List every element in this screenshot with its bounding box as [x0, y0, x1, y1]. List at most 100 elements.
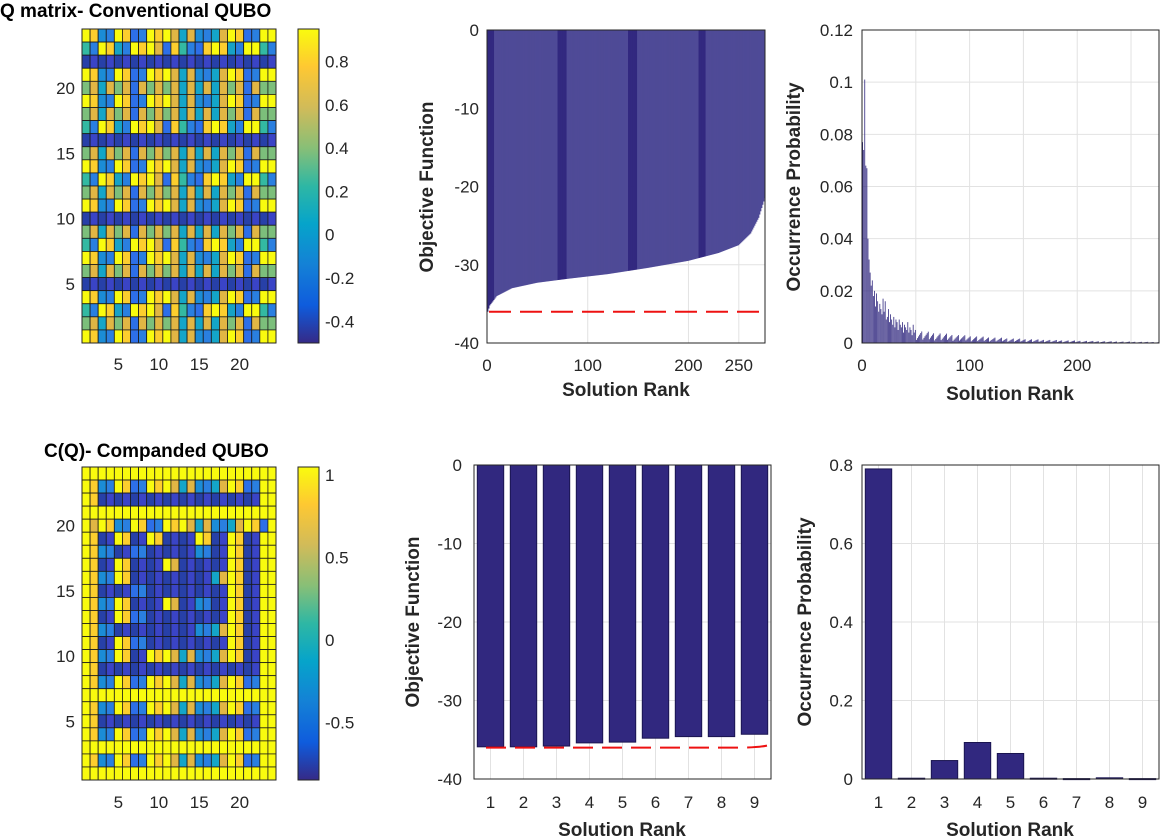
objective-bar	[608, 30, 611, 274]
heatmap-cell	[202, 94, 212, 108]
heatmap-cell	[97, 688, 107, 703]
objective-bar	[521, 30, 523, 287]
objective-bar	[658, 30, 660, 266]
heatmap-cell	[243, 316, 253, 331]
heatmap-cell	[130, 172, 139, 187]
heatmap-cell	[97, 544, 107, 559]
heatmap-cell	[89, 531, 99, 546]
heatmap-cell	[162, 570, 172, 585]
probability-bar	[1092, 340, 1094, 343]
objective-bar	[560, 30, 562, 280]
heatmap-cell	[138, 211, 148, 226]
heatmap-cell	[81, 570, 91, 585]
heatmap-cell	[122, 583, 131, 598]
objective-bar	[550, 30, 552, 281]
probability-bar	[1034, 340, 1036, 343]
probability-bar	[1063, 341, 1065, 343]
heatmap-cell	[259, 54, 269, 69]
probability-bar	[1103, 341, 1105, 343]
heatmap-cell	[170, 610, 180, 624]
objective-bar	[619, 30, 622, 273]
heatmap-cell	[130, 714, 139, 729]
heatmap-cell	[146, 557, 156, 572]
probability-bar	[1064, 341, 1066, 343]
probability-bar	[892, 324, 894, 343]
heatmap-cell	[251, 107, 261, 121]
probability-bar	[881, 314, 883, 343]
objective-bar	[676, 30, 678, 263]
heatmap-cell	[138, 701, 148, 716]
heatmap-cell	[162, 675, 172, 690]
probability-bar	[1140, 341, 1142, 343]
heatmap-cell	[130, 159, 139, 174]
heatmap-cell	[138, 329, 148, 344]
objective-companded-xtick: 2	[519, 793, 528, 812]
heatmap-cell	[235, 610, 245, 624]
heatmap-cell	[89, 753, 99, 768]
heatmap-cell	[178, 67, 188, 82]
heatmap-cell	[113, 753, 123, 768]
probability-bar	[920, 333, 922, 343]
heatmap-cell	[162, 224, 172, 239]
probability-bar	[925, 334, 927, 343]
heatmap-cell	[267, 649, 277, 664]
heatmap-cell	[227, 740, 236, 755]
heatmap-conventional-ytick: 5	[66, 275, 75, 294]
heatmap-cell	[113, 80, 123, 95]
heatmap-cell	[81, 146, 91, 161]
heatmap-cell	[178, 479, 188, 494]
heatmap-cell	[267, 198, 277, 213]
heatmap-cell	[210, 120, 220, 135]
heatmap-cell	[138, 133, 148, 148]
heatmap-cell	[122, 649, 131, 664]
heatmap-cell	[251, 531, 261, 546]
heatmap-cell	[130, 329, 139, 344]
objective-bar	[568, 30, 570, 279]
probability-bar	[969, 336, 971, 343]
heatmap-cell	[170, 688, 180, 703]
heatmap-cell	[162, 290, 172, 305]
heatmap-cell	[227, 557, 236, 572]
heatmap-cell	[227, 80, 236, 95]
heatmap-cell	[81, 623, 91, 637]
probability-bar	[933, 333, 935, 343]
heatmap-cell	[202, 237, 212, 252]
probability-bar	[875, 306, 876, 343]
probability-bar	[1115, 341, 1116, 343]
heatmap-cell	[243, 570, 253, 585]
heatmap-cell	[113, 583, 123, 598]
heatmap-cell	[170, 544, 180, 559]
heatmap-cell	[227, 518, 236, 533]
objective-bar	[494, 30, 496, 299]
heatmap-cell	[202, 753, 212, 768]
heatmap-cell	[97, 466, 107, 481]
heatmap-cell	[210, 251, 220, 265]
probability-bar	[1046, 341, 1048, 343]
heatmap-cell	[81, 583, 91, 598]
heatmap-cell	[154, 531, 164, 546]
probability-bar	[1147, 341, 1149, 343]
heatmap-cell	[202, 316, 212, 331]
heatmap-cell	[227, 303, 236, 318]
probability-bar	[897, 329, 899, 343]
objective-bar	[668, 30, 670, 265]
objective-bar	[586, 30, 589, 277]
heatmap-cell	[186, 753, 196, 768]
objective-bar	[582, 30, 585, 277]
heatmap-cell	[210, 649, 220, 664]
heatmap-cell	[267, 466, 277, 481]
heatmap-cell	[105, 67, 115, 82]
heatmap-cell	[146, 636, 156, 650]
heatmap-cell	[130, 766, 139, 781]
heatmap-cell	[186, 290, 196, 305]
heatmap-cell	[219, 80, 228, 95]
heatmap-cell	[194, 714, 204, 729]
probability-bar	[865, 165, 867, 343]
objective-companded-bars	[476, 464, 769, 748]
heatmap-cell	[130, 185, 139, 200]
objective-bar	[524, 30, 526, 286]
heatmap-cell	[267, 211, 277, 226]
heatmap-cell	[251, 479, 261, 494]
heatmap-cell	[130, 727, 139, 742]
probability-bar	[1040, 340, 1042, 343]
